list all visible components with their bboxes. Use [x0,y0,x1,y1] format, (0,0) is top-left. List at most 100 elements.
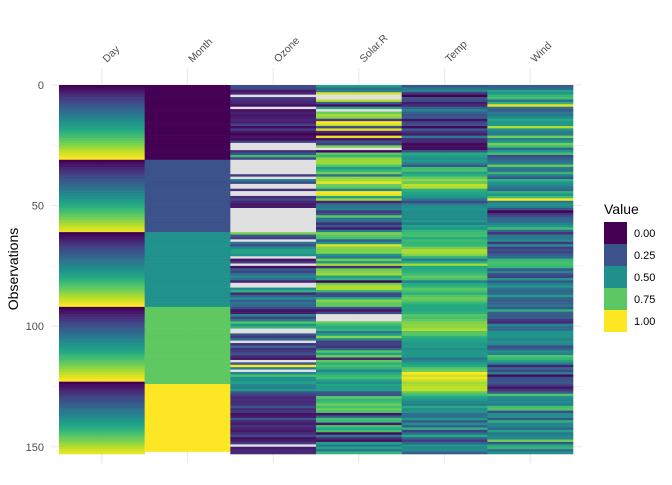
cell-temp [401,306,488,310]
cell-month [144,227,231,231]
cell-temp [401,208,488,211]
cell-temp [401,152,488,156]
cell-day [59,195,145,199]
cell-ozone [230,157,317,161]
cell-ozone [230,422,317,426]
cell-temp [401,277,488,281]
cell-temp [401,128,488,132]
cell-ozone-missing [230,212,317,216]
cell-day [59,126,145,129]
cell-month [144,195,231,199]
cell-month [144,140,231,144]
cell-wind [487,130,574,134]
cell-temp [401,400,488,404]
cell-day [59,142,145,146]
cell-ozone-missing [230,94,317,98]
cell-ozone-missing [230,164,317,168]
cell-day [59,99,145,103]
cell-ozone [230,179,317,182]
cell-wind [487,200,574,204]
cell-temp [401,299,488,303]
cell-temp [401,338,488,341]
cell-temp [401,167,488,170]
cell-solar-r [316,270,402,274]
cell-month [144,87,231,91]
cell-day [59,345,145,349]
cell-day [59,451,145,455]
cell-ozone [230,126,317,129]
y-tick-label: 0 [38,80,44,92]
cell-day [59,374,145,378]
legend-title: Value [604,201,639,217]
cell-solar-r [316,282,402,286]
cell-solar-r [316,381,402,385]
cell-month [144,362,231,366]
cell-wind [487,246,574,250]
cell-month [144,261,231,264]
cell-temp [401,323,488,327]
cell-solar-r-missing [316,94,402,98]
cell-ozone [230,246,317,250]
cell-day [59,331,145,334]
cell-month [144,446,231,450]
cell-solar-r [316,87,402,91]
cell-temp [401,294,488,298]
cell-temp [401,244,488,247]
cell-wind [487,188,574,192]
cell-day [59,410,145,414]
cell-temp [401,101,488,105]
cell-day [59,251,145,255]
cell-day [59,249,145,252]
heatmap-cells [59,85,574,455]
cell-day [59,321,145,325]
cell-wind [487,111,574,115]
cell-day [59,309,145,313]
cell-temp [401,215,488,218]
cell-solar-r [316,246,402,250]
cell-temp [401,133,488,136]
cell-temp [401,85,488,88]
cell-temp [401,159,488,163]
cell-day [59,162,145,165]
cell-day [59,340,145,344]
cell-solar-r [316,128,402,132]
cell-wind [487,323,574,327]
cell-wind [487,140,574,144]
cell-solar-r [316,162,402,165]
cell-ozone [230,135,317,139]
cell-wind [487,314,574,317]
cell-wind [487,89,574,93]
cell-wind [487,253,574,257]
cell-day [59,227,145,231]
legend-label: 0.25 [634,250,655,262]
cell-month [144,171,231,175]
cell-day [59,386,145,390]
cell-solar-r [316,396,402,399]
cell-solar-r [316,306,402,310]
cell-ozone [230,280,317,284]
cell-wind [487,437,574,440]
cell-solar-r [316,249,402,252]
cell-wind [487,316,574,320]
cell-month [144,203,231,206]
cell-day [59,123,145,127]
cell-month [144,265,231,269]
cell-month [144,437,231,440]
y-axis-title: Observations [5,228,21,310]
cell-temp [401,268,488,272]
cell-solar-r [316,92,402,95]
cell-temp [401,292,488,296]
cell-ozone [230,355,317,358]
cell-wind [487,113,574,117]
cell-day [59,106,145,110]
cell-month [144,441,231,445]
cell-solar-r [316,273,402,276]
cell-temp [401,367,488,370]
cell-solar-r [316,437,402,440]
cell-ozone [230,321,317,325]
y-tick-label: 50 [32,201,44,213]
cell-month [144,299,231,303]
cell-temp [401,444,488,448]
cell-solar-r [316,357,402,361]
cell-day [59,128,145,132]
